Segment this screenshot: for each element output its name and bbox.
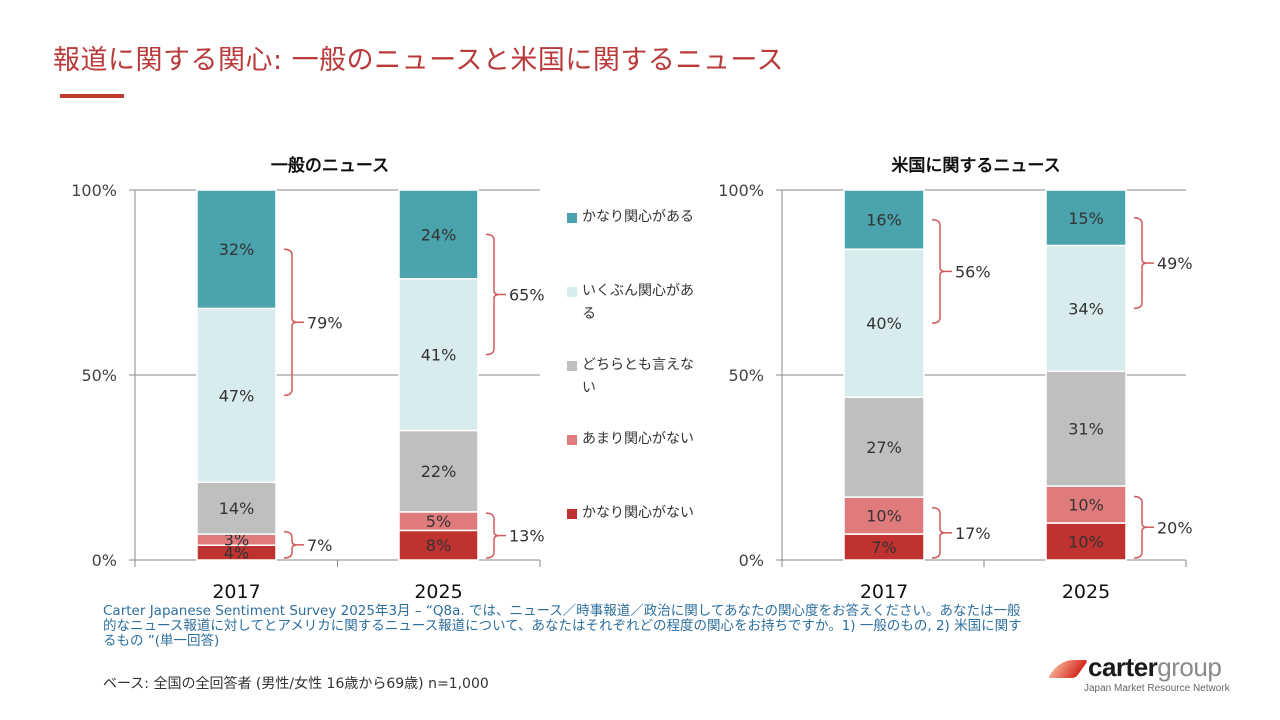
bracket-label: 65% — [509, 286, 545, 305]
charts-area: 一般のニュース 0% 50% 100% 4%3% 14% 47% 32% 2017 79% 7% 8%… — [71, 155, 1193, 603]
logo-swoosh-icon — [1047, 660, 1089, 678]
data-label: 7% — [871, 538, 896, 557]
bar-segment — [398, 429, 479, 513]
legend-item: どちらとも言えない — [567, 354, 697, 428]
bar-segment — [843, 496, 925, 535]
bracket-label: 49% — [1157, 254, 1193, 273]
logo-wordmark: cartergroup — [1088, 652, 1222, 682]
y-tick-label: 0% — [739, 551, 764, 570]
bracket-label: 20% — [1157, 518, 1193, 537]
legend-label: あまり関心がない — [582, 431, 694, 447]
logo-tagline: Japan Market Resource Network — [1084, 683, 1230, 694]
bar-segment — [843, 189, 925, 250]
legend-label: いくぶん関心がある — [582, 283, 694, 322]
chart-title: 一般のニュース — [271, 155, 389, 176]
bracket-label: 79% — [307, 313, 343, 332]
data-label: 31% — [1068, 420, 1104, 439]
data-label: 4% — [224, 544, 249, 563]
bracket — [485, 512, 500, 559]
legend-item: かなり関心がある — [567, 206, 697, 280]
legend-swatch — [567, 287, 577, 297]
bar-segment — [196, 307, 277, 484]
data-label: 32% — [219, 240, 255, 259]
bracket — [283, 248, 298, 397]
legend-item: いくぶん関心がある — [567, 280, 697, 354]
data-label: 5% — [426, 512, 451, 531]
legend: かなり関心がある いくぶん関心がある どちらとも言えない あまり関心がない かな… — [567, 206, 697, 576]
page-title: 報道に関する関心: 一般のニュースと米国に関するニュース — [53, 45, 784, 76]
bracket — [1133, 217, 1148, 310]
data-label: 27% — [866, 438, 902, 457]
data-label: 10% — [1068, 533, 1104, 552]
data-label: 14% — [219, 499, 255, 518]
data-label: 3% — [224, 531, 249, 550]
y-tick-label: 0% — [92, 551, 117, 570]
legend-item: あまり関心がない — [567, 428, 697, 502]
y-tick-label: 100% — [71, 181, 117, 200]
bar-segment — [843, 533, 925, 561]
bar-segment — [1045, 244, 1127, 373]
data-label: 40% — [866, 314, 902, 333]
data-label: 24% — [421, 225, 457, 244]
data-label: 8% — [426, 536, 451, 555]
legend-item: かなり関心がない — [567, 502, 697, 576]
data-label: 34% — [1068, 299, 1104, 318]
x-tick-label: 2017 — [212, 581, 260, 603]
bracket — [1133, 495, 1148, 559]
x-tick-label: 2025 — [1062, 581, 1110, 603]
data-label: 10% — [866, 507, 902, 526]
bracket-label: 13% — [509, 527, 545, 546]
chart-title: 米国に関するニュース — [891, 155, 1060, 176]
bar-segment — [398, 529, 479, 561]
bracket-label: 7% — [307, 536, 332, 555]
bracket-label: 56% — [955, 262, 991, 281]
legend-label: かなり関心がある — [582, 209, 694, 225]
bar-segment — [1045, 189, 1127, 247]
legend-swatch — [567, 213, 577, 223]
y-tick-label: 50% — [81, 366, 117, 385]
data-label: 10% — [1068, 496, 1104, 515]
data-label: 16% — [866, 211, 902, 230]
bracket — [931, 506, 946, 559]
bar-segment — [1045, 485, 1127, 524]
legend-label: どちらとも言えない — [582, 357, 694, 396]
source-note: Carter Japanese Sentiment Survey 2025年3月… — [103, 603, 1022, 649]
data-label: 22% — [421, 462, 457, 481]
bracket — [931, 218, 946, 324]
cartergroup-logo: cartergroup Japan Market Resource Networ… — [1047, 652, 1250, 700]
bar-segment — [196, 189, 277, 310]
bracket — [283, 530, 298, 559]
legend-swatch — [567, 435, 577, 445]
bracket-label: 17% — [955, 524, 991, 543]
x-tick-label: 2025 — [414, 581, 462, 603]
bar-segment — [398, 189, 479, 280]
legend-swatch — [567, 509, 577, 519]
data-label: 15% — [1068, 209, 1104, 228]
title-underline — [60, 94, 124, 98]
bracket — [485, 233, 500, 356]
legend-label: かなり関心がない — [582, 505, 694, 521]
y-tick-label: 50% — [728, 366, 764, 385]
x-tick-label: 2017 — [860, 581, 908, 603]
data-label: 47% — [219, 386, 255, 405]
bar-segment — [843, 248, 925, 398]
base-note: ベース: 全国の全回答者 (男性/女性 16歳から69歳) n=1,000 — [103, 676, 489, 692]
data-label: 41% — [421, 346, 457, 365]
legend-swatch — [567, 361, 577, 371]
y-tick-label: 100% — [718, 181, 764, 200]
bar-segment — [1045, 370, 1127, 487]
